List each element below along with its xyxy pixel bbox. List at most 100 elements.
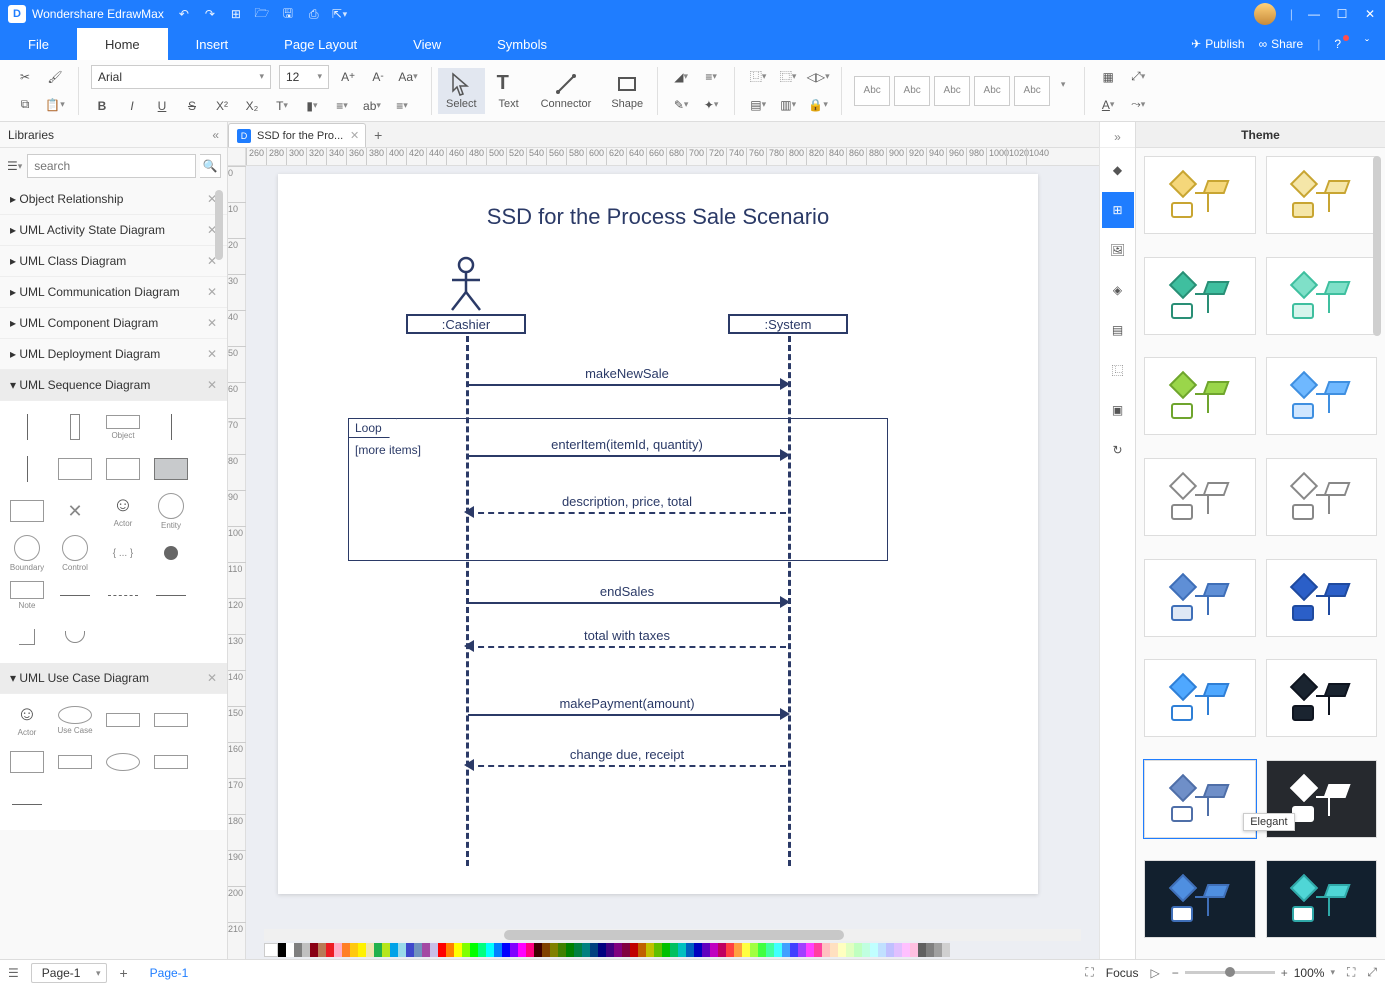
decrease-font-icon[interactable]: A- <box>367 66 389 88</box>
theme-thumbnail[interactable] <box>1266 156 1378 234</box>
shape-self[interactable] <box>4 617 50 657</box>
shape-termination[interactable] <box>148 533 194 573</box>
help-button[interactable]: ? <box>1334 37 1351 51</box>
present-panel-icon[interactable]: ▣ <box>1102 392 1134 428</box>
library-scrollbar[interactable] <box>215 184 225 959</box>
color-swatch[interactable] <box>566 943 574 957</box>
fill-icon[interactable]: ◢▾ <box>670 66 692 88</box>
color-swatch[interactable] <box>638 943 646 957</box>
lib-section[interactable]: ▸ UML Component Diagram✕ <box>0 308 227 339</box>
shape-uc-system[interactable] <box>4 742 50 782</box>
theme-thumbnail[interactable] <box>1144 257 1256 335</box>
shape-uc-box2[interactable] <box>148 700 194 740</box>
theme-thumbnail[interactable] <box>1266 559 1378 637</box>
close-tab-icon[interactable]: ✕ <box>350 129 359 142</box>
shape-frame2[interactable] <box>100 449 146 489</box>
theme-thumbnail[interactable] <box>1144 458 1256 536</box>
fullscreen-icon[interactable]: ⤢ <box>1367 965 1377 980</box>
copy-icon[interactable]: ⧉ <box>14 94 36 116</box>
color-swatch[interactable] <box>582 943 590 957</box>
bold-icon[interactable]: B <box>91 95 113 117</box>
color-swatch[interactable] <box>830 943 838 957</box>
save-icon[interactable]: 🖫 <box>280 6 296 22</box>
cashier-lifeline-box[interactable]: :Cashier <box>406 314 526 334</box>
message[interactable]: makeNewSale <box>466 366 788 381</box>
library-add-icon[interactable]: ☰▾ <box>6 156 23 176</box>
add-document-tab[interactable]: + <box>366 123 390 147</box>
color-swatch[interactable] <box>654 943 662 957</box>
zoom-slider[interactable] <box>1185 971 1275 974</box>
color-swatch[interactable] <box>422 943 430 957</box>
image-panel-icon[interactable]: 🖼 <box>1102 232 1134 268</box>
align-objects-icon[interactable]: ▤▾ <box>747 94 769 116</box>
theme-thumbnail[interactable] <box>1266 860 1378 938</box>
italic-icon[interactable]: I <box>121 95 143 117</box>
color-swatch[interactable] <box>902 943 910 957</box>
color-swatch[interactable] <box>374 943 382 957</box>
page-selector[interactable]: Page-1▾ <box>31 963 108 983</box>
color-swatch[interactable] <box>414 943 422 957</box>
change-case-icon[interactable]: Aa▾ <box>397 66 419 88</box>
color-swatch[interactable] <box>750 943 758 957</box>
effects-icon[interactable]: ✦▾ <box>700 94 722 116</box>
color-swatch[interactable] <box>318 943 326 957</box>
shape-tool[interactable]: Shape <box>603 68 651 114</box>
tab-insert[interactable]: Insert <box>168 28 257 60</box>
strike-icon[interactable]: S <box>181 95 203 117</box>
message[interactable]: change due, receipt <box>466 747 788 762</box>
distribute-icon[interactable]: ▥▾ <box>777 94 799 116</box>
color-swatch[interactable] <box>742 943 750 957</box>
superscript-icon[interactable]: X² <box>211 95 233 117</box>
highlight-icon[interactable]: ▮▾ <box>301 95 323 117</box>
shape-async[interactable] <box>148 575 194 615</box>
color-swatch[interactable] <box>942 943 950 957</box>
color-swatch[interactable] <box>398 943 406 957</box>
zoom-in-icon[interactable]: + <box>1281 966 1288 980</box>
color-swatch[interactable] <box>814 943 822 957</box>
lib-section[interactable]: ▸ UML Activity State Diagram✕ <box>0 215 227 246</box>
subscript-icon[interactable]: X₂ <box>241 95 263 117</box>
theme-chip[interactable]: Abc <box>974 76 1010 106</box>
fit-page-icon[interactable]: ⤢▾ <box>1127 66 1149 88</box>
text-tool[interactable]: T Text <box>489 68 529 114</box>
color-swatch[interactable] <box>670 943 678 957</box>
shape-uc-line[interactable] <box>4 784 50 824</box>
shape-actor[interactable]: ☺Actor <box>100 491 146 531</box>
color-swatch[interactable] <box>662 943 670 957</box>
shape-activation[interactable] <box>52 407 98 447</box>
libraries-collapse-icon[interactable]: « <box>212 128 219 142</box>
message[interactable]: makePayment(amount) <box>466 696 788 711</box>
outline-panel-icon[interactable]: ⿺ <box>1102 352 1134 388</box>
new-icon[interactable]: ⊞ <box>228 6 244 22</box>
tab-page-layout[interactable]: Page Layout <box>256 28 385 60</box>
color-swatch[interactable] <box>878 943 886 957</box>
theme-scrollbar[interactable] <box>1373 156 1383 951</box>
shape-uc-box4[interactable] <box>148 742 194 782</box>
color-swatch[interactable] <box>342 943 350 957</box>
lib-section[interactable]: ▸ UML Communication Diagram✕ <box>0 277 227 308</box>
tab-view[interactable]: View <box>385 28 469 60</box>
color-swatch[interactable] <box>518 943 526 957</box>
color-swatch[interactable] <box>694 943 702 957</box>
theme-thumbnail[interactable] <box>1144 559 1256 637</box>
message[interactable]: enterItem(itemId, quantity) <box>466 437 788 452</box>
color-swatch[interactable] <box>846 943 854 957</box>
window-close-icon[interactable]: ✕ <box>1363 7 1377 21</box>
bullets-icon[interactable]: ≡▾ <box>331 95 353 117</box>
shape-uc-box1[interactable] <box>100 700 146 740</box>
text-effects-icon[interactable]: T▾ <box>271 95 293 117</box>
shape-uc-actor[interactable]: ☺Actor <box>4 700 50 740</box>
color-swatch[interactable] <box>430 943 438 957</box>
library-search-input[interactable] <box>27 154 196 178</box>
theme-thumbnail[interactable] <box>1144 156 1256 234</box>
theme-thumbnail[interactable] <box>1266 357 1378 435</box>
color-swatch[interactable] <box>886 943 894 957</box>
focus-icon[interactable]: ⛶ <box>1085 965 1093 980</box>
color-swatch[interactable] <box>862 943 870 957</box>
color-swatch[interactable] <box>406 943 414 957</box>
color-swatch[interactable] <box>798 943 806 957</box>
color-swatch[interactable] <box>334 943 342 957</box>
shape-frame3[interactable] <box>148 449 194 489</box>
color-swatch[interactable] <box>646 943 654 957</box>
list-view-icon[interactable]: ☰ <box>8 966 19 980</box>
